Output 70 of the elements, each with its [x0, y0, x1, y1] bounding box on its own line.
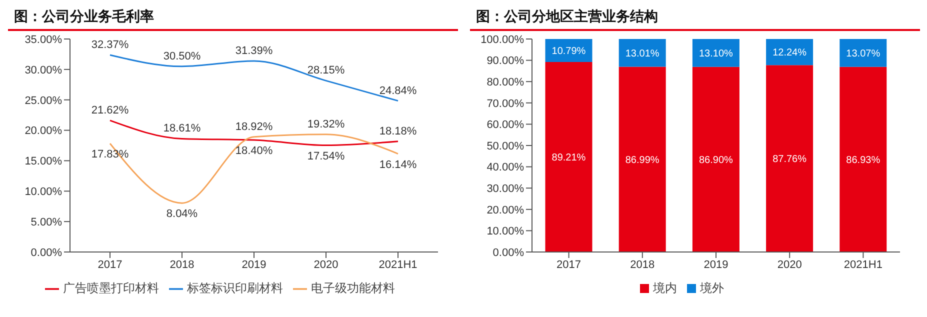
- data-label: 87.76%: [772, 154, 807, 166]
- bar: [545, 39, 592, 62]
- bar: [692, 66, 740, 252]
- data-label: 18.18%: [379, 125, 417, 138]
- y-tick-label: 50.00%: [486, 140, 524, 152]
- data-label: 19.32%: [307, 118, 345, 130]
- y-tick-label: 40.00%: [486, 162, 524, 174]
- data-label: 86.90%: [698, 155, 734, 166]
- chart-title: 图：公司分地区主营业务结构: [470, 8, 920, 31]
- data-label: 18.40%: [235, 145, 273, 158]
- bar: [545, 62, 592, 252]
- y-tick-label: 25.00%: [24, 94, 62, 107]
- data-label: 10.79%: [552, 46, 586, 58]
- bar: [618, 66, 666, 252]
- data-label: 24.84%: [379, 84, 417, 97]
- chart-title: 图：公司分业务毛利率: [8, 8, 458, 31]
- data-label: 17.54%: [307, 150, 345, 162]
- y-tick-label: 0.00%: [492, 246, 524, 259]
- x-tick-label: 2018: [170, 258, 194, 271]
- data-label: 28.15%: [307, 64, 345, 77]
- y-tick-label: 30.00%: [486, 183, 524, 196]
- data-label: 89.21%: [552, 152, 586, 164]
- y-tick-label: 70.00%: [486, 98, 524, 110]
- y-tick-label: 20.00%: [486, 204, 524, 216]
- data-label: 13.10%: [698, 48, 734, 60]
- data-label: 16.14%: [379, 158, 417, 171]
- data-label: 18.61%: [163, 122, 201, 135]
- legend-label: 电子级功能材料: [311, 281, 395, 295]
- x-tick-label: 2017: [556, 258, 582, 271]
- bar: [840, 39, 887, 67]
- data-label: 13.01%: [625, 48, 660, 60]
- y-tick-label: 35.00%: [24, 34, 62, 46]
- y-tick-label: 90.00%: [486, 55, 524, 68]
- legend-label: 广告喷墨打印材料: [63, 281, 159, 295]
- bar: [692, 39, 740, 67]
- data-label: 32.37%: [91, 39, 129, 52]
- y-tick-label: 10.00%: [24, 186, 62, 198]
- y-tick-label: 10.00%: [486, 226, 524, 238]
- legend-label: 境外: [700, 281, 724, 295]
- x-tick-label: 2020: [314, 258, 338, 271]
- data-label: 18.92%: [235, 120, 273, 133]
- data-label: 86.99%: [625, 154, 660, 166]
- x-tick-label: 2019: [242, 258, 266, 271]
- legend-label: 境内: [653, 281, 677, 295]
- bar: [766, 65, 814, 252]
- x-tick-label: 2019: [704, 258, 728, 271]
- y-tick-label: 60.00%: [486, 119, 524, 132]
- x-tick-label: 2021H1: [378, 258, 418, 271]
- y-tick-label: 15.00%: [24, 156, 62, 168]
- y-tick-label: 20.00%: [24, 125, 62, 138]
- legend-label: 标签标识印刷材料: [187, 281, 283, 295]
- y-tick-label: 30.00%: [24, 64, 62, 76]
- x-tick-label: 2020: [777, 258, 802, 271]
- data-label: 21.62%: [91, 104, 129, 116]
- y-tick-label: 0.00%: [30, 246, 62, 259]
- bar: [766, 39, 814, 66]
- data-label: 86.93%: [846, 154, 880, 166]
- x-tick-label: 2021H1: [844, 258, 882, 271]
- y-tick-label: 5.00%: [30, 216, 62, 228]
- data-label: 13.07%: [846, 48, 880, 60]
- bar: [618, 39, 666, 67]
- data-label: 30.50%: [163, 50, 201, 62]
- y-tick-label: 80.00%: [486, 76, 524, 89]
- data-label: 8.04%: [166, 208, 198, 220]
- data-label: 12.24%: [772, 48, 807, 59]
- x-tick-label: 2017: [98, 258, 122, 271]
- bar: [840, 66, 887, 252]
- y-tick-label: 100.00%: [480, 34, 524, 46]
- data-label: 31.39%: [235, 44, 273, 57]
- x-tick-label: 2018: [630, 258, 655, 271]
